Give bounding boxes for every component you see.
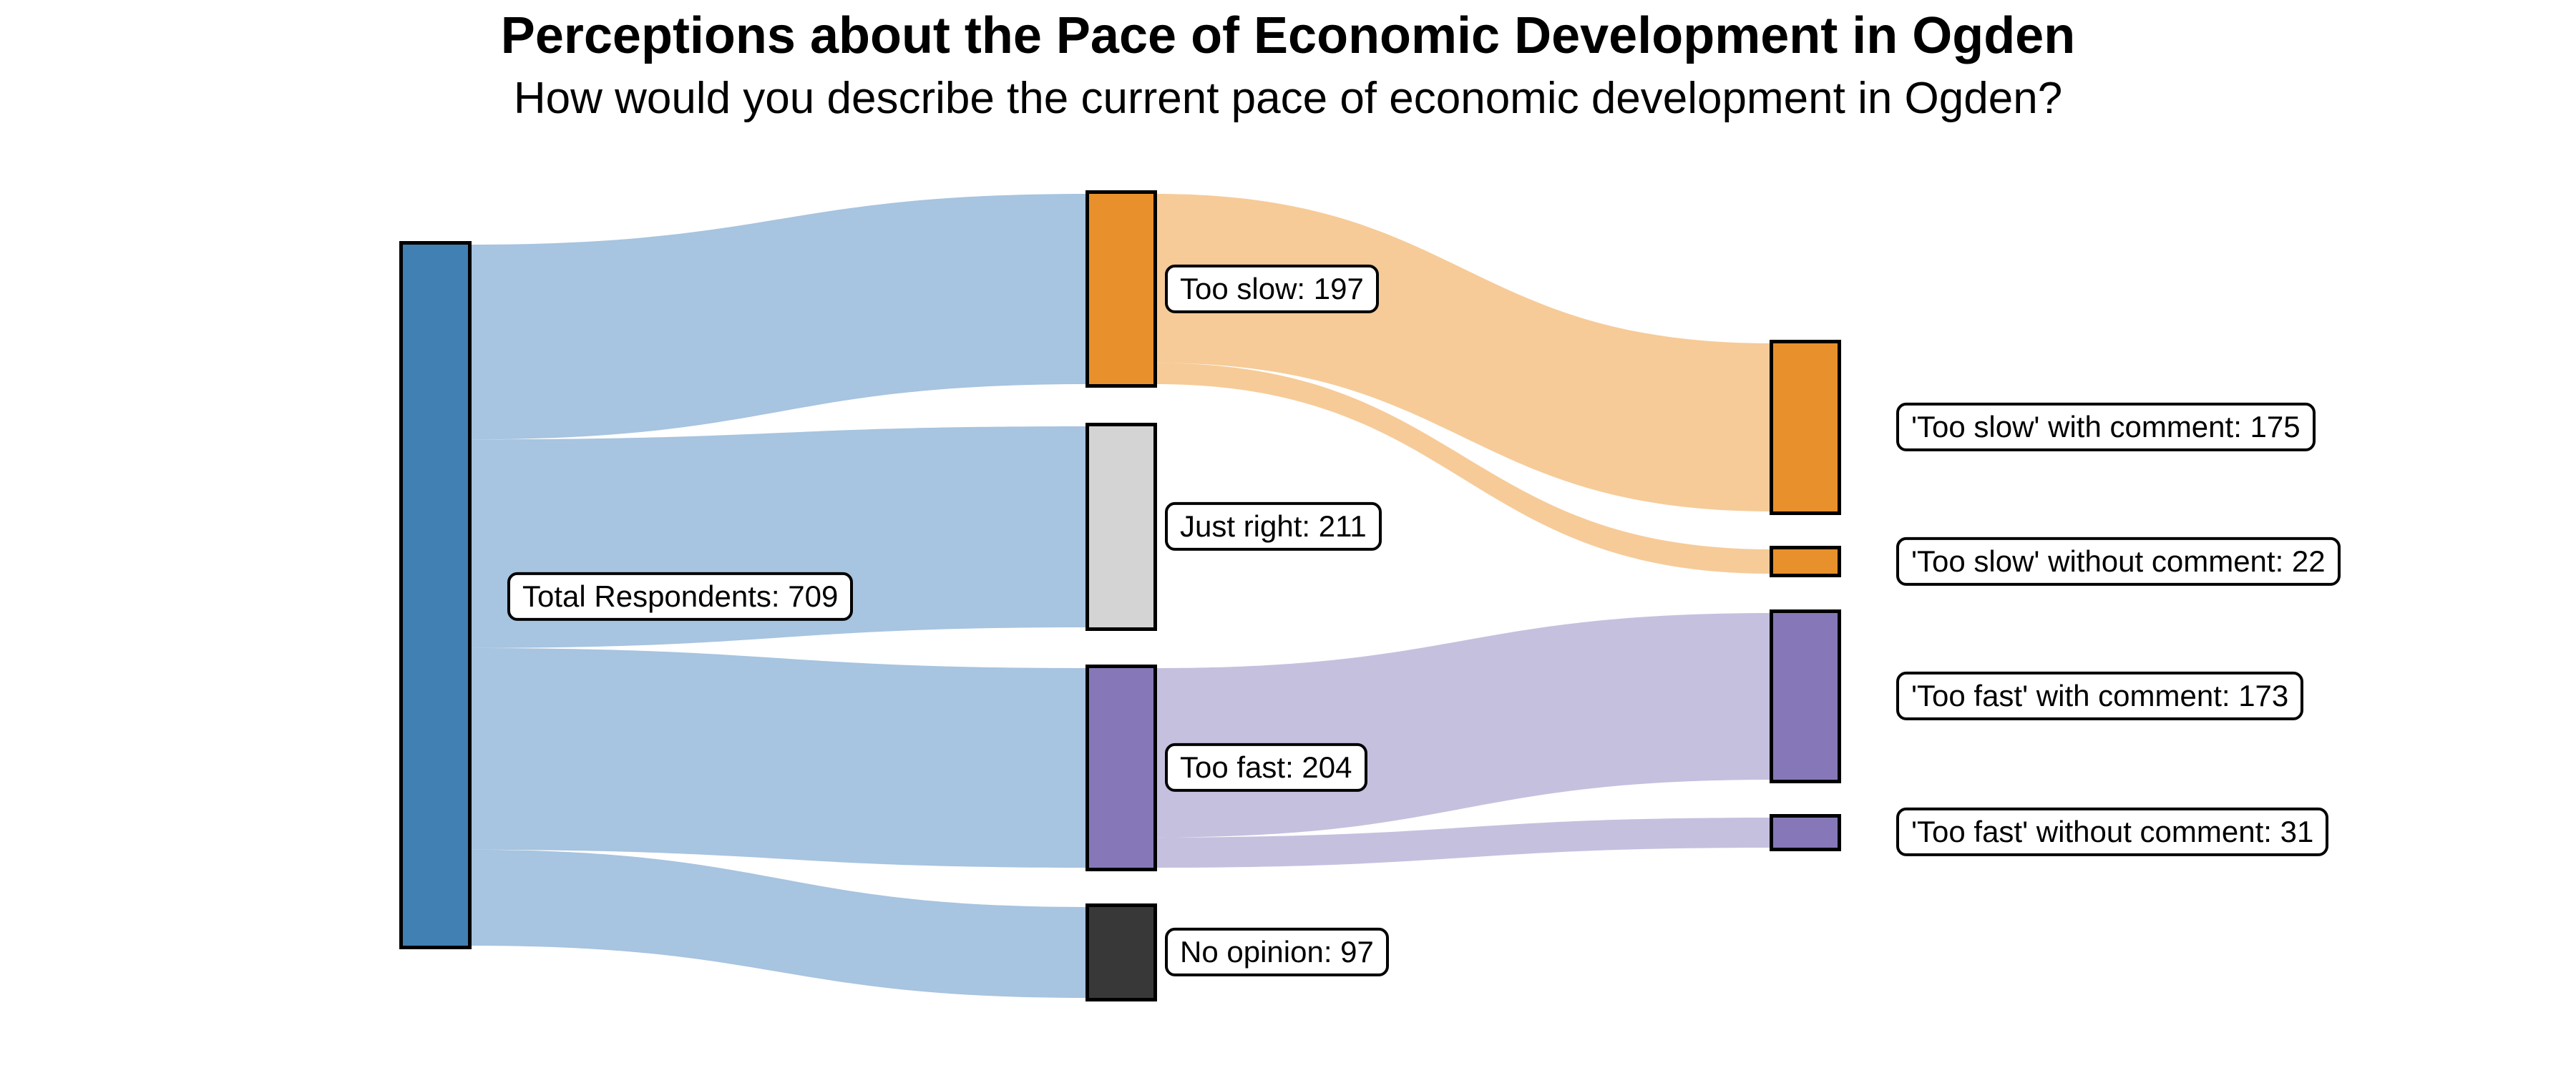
node-too_fast <box>1085 665 1157 871</box>
label-tf_without: 'Too fast' without comment: 31 <box>1896 807 2329 857</box>
node-just_right <box>1085 423 1157 631</box>
flow-too_fast-tf_without <box>1155 818 1772 868</box>
node-tf_without <box>1770 814 1841 851</box>
label-too_fast: Too fast: 204 <box>1165 743 1367 793</box>
flow-too_fast-tf_with <box>1155 613 1772 838</box>
node-ts_without <box>1770 546 1841 577</box>
node-total <box>399 241 472 949</box>
label-ts_with: 'Too slow' with comment: 175 <box>1896 402 2316 452</box>
node-ts_with <box>1770 340 1841 515</box>
node-too_slow <box>1085 190 1157 388</box>
label-tf_with: 'Too fast' with comment: 173 <box>1896 671 2304 721</box>
flow-total-no_opinion <box>469 849 1088 998</box>
flow-total-too_slow <box>469 194 1088 440</box>
node-tf_with <box>1770 609 1841 783</box>
flow-too_slow-ts_without <box>1155 363 1772 574</box>
flow-total-too_fast <box>469 647 1088 868</box>
label-just_right: Just right: 211 <box>1165 501 1382 552</box>
label-no_opinion: No opinion: 97 <box>1165 927 1389 977</box>
chart-title: Perceptions about the Pace of Economic D… <box>500 7 2076 64</box>
chart-subtitle: How would you describe the current pace … <box>513 74 2063 123</box>
label-too_slow: Too slow: 197 <box>1165 264 1379 314</box>
label-total: Total Respondents: 709 <box>507 572 854 622</box>
label-ts_without: 'Too slow' without comment: 22 <box>1896 536 2341 587</box>
node-no_opinion <box>1085 903 1157 1001</box>
